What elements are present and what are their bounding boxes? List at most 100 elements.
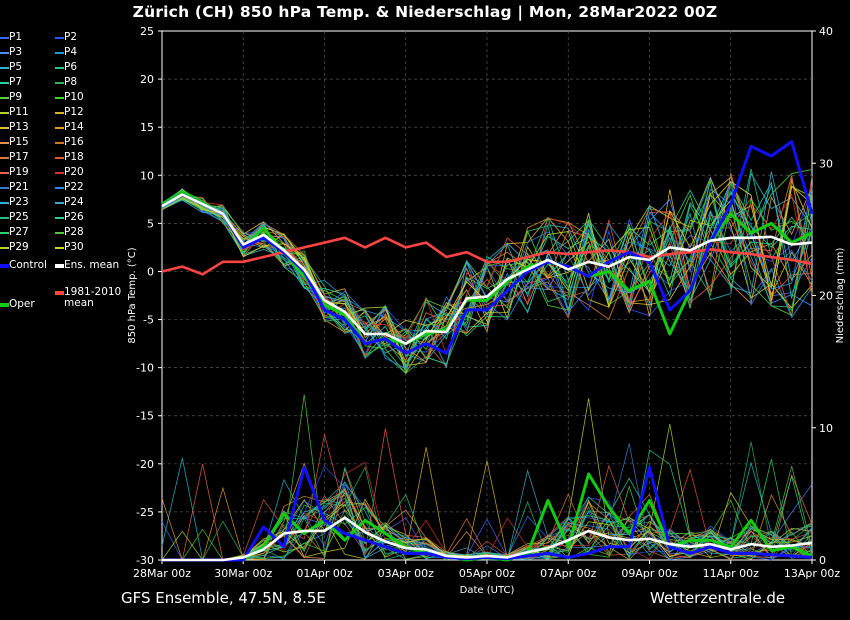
legend-label: P27: [9, 226, 29, 238]
legend-swatch: [55, 247, 64, 249]
legend-swatch: [0, 97, 9, 99]
legend-swatch: [55, 52, 64, 54]
legend-label: P13: [9, 121, 29, 133]
legend-label: P3: [9, 46, 23, 58]
legend-swatch: [55, 157, 64, 159]
legend-label: 1981-2010: [64, 286, 122, 298]
legend-label: P7: [9, 76, 23, 88]
legend-label: P24: [64, 196, 84, 208]
member-temp-line-p17: [161, 172, 813, 361]
y2-tick-label: 0: [819, 554, 826, 567]
legend-label: P15: [9, 136, 29, 148]
y2-tick-label: 30: [819, 157, 833, 170]
x-tick-label: 28Mar 00z: [133, 567, 191, 580]
y-tick-label: -10: [136, 362, 154, 375]
legend-climate-mean-line2: mean: [64, 297, 94, 309]
legend-label: Oper: [9, 298, 35, 310]
legend-label: P2: [64, 31, 78, 43]
y-tick-label: 10: [140, 169, 154, 182]
legend-swatch: [0, 157, 9, 159]
temp-line-control: [161, 140, 814, 355]
member-temp-line-p22: [161, 187, 813, 370]
temp-line-1981-2010-mean: [161, 236, 813, 276]
member-precip-line-p18: [162, 434, 813, 561]
legend-label: P6: [64, 61, 78, 73]
temp-line-ens-mean: [161, 193, 813, 345]
x-tick-label: 09Apr 00z: [621, 567, 678, 580]
y2-tick-label: 10: [819, 422, 833, 435]
legend-swatch: [0, 142, 9, 144]
y-tick-label: 25: [140, 25, 154, 38]
x-tick-label: 03Apr 00z: [378, 567, 435, 580]
legend-label: P11: [9, 106, 29, 118]
y2-tick-label: 40: [819, 25, 833, 38]
y-axis-label: 850 hPa Temp. (°C): [127, 247, 138, 343]
legend-swatch: [0, 247, 9, 249]
y-tick-label: -15: [136, 410, 154, 423]
y-tick-label: 0: [147, 265, 154, 278]
member-temp-line-p14: [161, 199, 813, 342]
legend-label: P28: [64, 226, 84, 238]
legend-swatch: [55, 172, 64, 174]
legend-swatch: [55, 142, 64, 144]
legend-swatch: [55, 264, 64, 268]
legend-label: P9: [9, 91, 23, 103]
legend-swatch: [0, 52, 9, 54]
legend-label: P21: [9, 181, 29, 193]
x-tick-label: 13Apr 00z: [784, 567, 841, 580]
legend-label: P22: [64, 181, 84, 193]
legend-label: P23: [9, 196, 29, 208]
legend-swatch: [0, 82, 9, 84]
legend-label: Control: [9, 259, 47, 271]
legend-swatch: [0, 202, 9, 204]
legend-swatch: [55, 127, 64, 129]
x-tick-label: 05Apr 00z: [459, 567, 516, 580]
y-tick-label: 15: [140, 121, 154, 134]
legend-label: P25: [9, 211, 29, 223]
x-axis-label: Date (UTC): [460, 585, 515, 596]
legend-swatch: [0, 112, 9, 114]
footer-source: Wetterzentrale.de: [650, 589, 786, 607]
legend-swatch: [55, 97, 64, 99]
x-tick-label: 07Apr 00z: [540, 567, 597, 580]
member-temp-line-p15: [161, 186, 813, 363]
y-tick-label: -30: [136, 554, 154, 567]
legend-label: P5: [9, 61, 23, 73]
legend-swatch: [0, 172, 9, 174]
legend-swatch: [0, 217, 9, 219]
y-tick-label: -5: [143, 314, 154, 327]
legend-swatch: [55, 217, 64, 219]
legend-label: P8: [64, 76, 78, 88]
legend-swatch: [0, 264, 9, 268]
legend-label: P17: [9, 151, 29, 163]
y-tick-label: 5: [147, 217, 154, 230]
x-tick-label: 01Apr 00z: [296, 567, 353, 580]
footer-model-info: GFS Ensemble, 47.5N, 8.5E: [121, 589, 326, 607]
legend-swatch: [55, 291, 64, 295]
legend-label: P14: [64, 121, 84, 133]
legend-swatch: [55, 187, 64, 189]
member-precip-line-p14: [161, 486, 813, 561]
legend-swatch: [55, 232, 64, 234]
legend-label: P20: [64, 166, 84, 178]
legend-swatch: [0, 187, 9, 189]
precip-line-ens-mean: [162, 516, 813, 562]
legend-label: P1: [9, 31, 23, 43]
member-temp-line-p24: [161, 171, 813, 357]
legend-swatch: [0, 303, 9, 307]
legend-swatch: [0, 67, 9, 69]
legend-swatch: [0, 127, 9, 129]
x-tick-label: 11Apr 00z: [703, 567, 760, 580]
legend-swatch: [55, 82, 64, 84]
legend-label: P30: [64, 241, 84, 253]
y-tick-label: -20: [136, 458, 154, 471]
legend-label: P10: [64, 91, 84, 103]
y2-axis-label: Niederschlag (mm): [835, 248, 846, 344]
legend-label: P29: [9, 241, 29, 253]
legend-swatch: [0, 232, 9, 234]
x-tick-label: 30Mar 00z: [214, 567, 272, 580]
legend-swatch: [0, 37, 9, 39]
legend-label: Ens. mean: [64, 259, 120, 271]
legend: P1 P2 P3 P4 P5 P6 P7 P8 P9 P10 P11 P12 P13 P14 P15 P16 P…: [0, 31, 130, 321]
